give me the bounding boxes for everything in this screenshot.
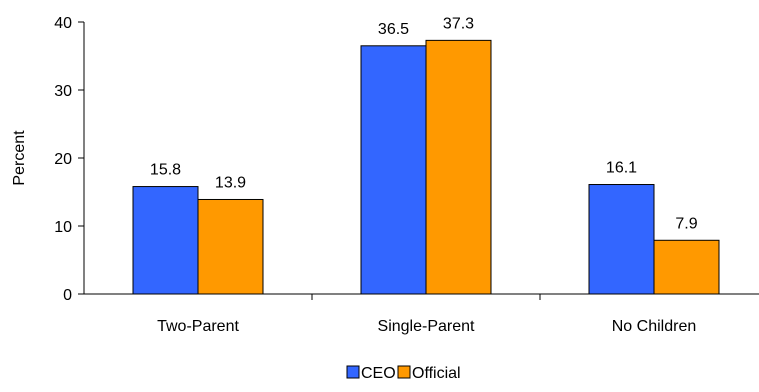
legend-swatch [346, 365, 360, 379]
bar-ceo-two-parent [132, 186, 199, 295]
data-label: 15.8 [150, 162, 181, 179]
data-label: 36.5 [378, 21, 409, 38]
data-label: 37.3 [443, 15, 474, 32]
bar-ceo-no-children [588, 184, 655, 295]
bar-ceo-single-parent [360, 45, 427, 295]
x-tick-label: Two-Parent [157, 318, 239, 335]
legend-label: CEO [361, 365, 396, 382]
y-tick-label: 30 [54, 83, 72, 100]
legend-swatch [397, 365, 411, 379]
data-label: 16.1 [606, 160, 637, 177]
x-tick-label: Single-Parent [378, 318, 476, 335]
legend-label: Official [412, 365, 461, 382]
y-axis-title: Percent [11, 130, 28, 186]
x-tick-label: No Children [612, 318, 696, 335]
y-tick-label: 20 [54, 151, 72, 168]
y-tick-label: 10 [54, 219, 72, 236]
y-tick-label: 40 [54, 15, 72, 32]
data-label: 7.9 [675, 215, 697, 232]
legend: CEO Official [346, 365, 461, 382]
y-tick-label: 0 [63, 287, 72, 304]
data-label: 13.9 [215, 174, 246, 191]
bar-official-single-parent [425, 39, 492, 295]
plot-area: 0 10 20 30 40 15.8 13.9 Two-Parent 36.5 37.3 Singl… [54, 15, 759, 335]
bar-official-no-children [653, 239, 720, 295]
bar-official-two-parent [197, 198, 264, 295]
